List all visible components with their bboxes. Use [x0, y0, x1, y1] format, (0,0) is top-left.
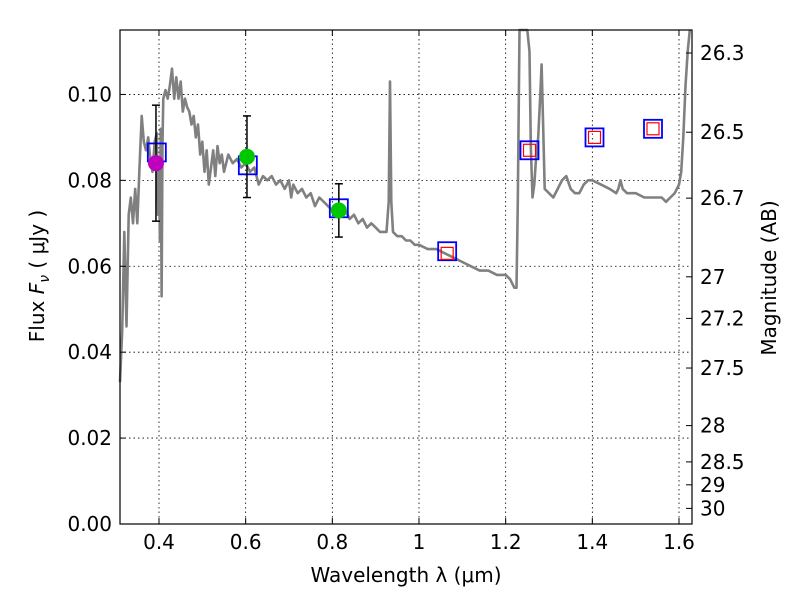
y-tick-label: 0.02: [67, 426, 112, 450]
y2-tick-label: 29: [700, 473, 725, 497]
y-axis-label-suffix: ( μJy ): [25, 210, 49, 275]
synthetic-photometry-box: [519, 140, 540, 161]
x-tick-label: 0.4: [143, 530, 175, 554]
synthetic-photometry-box: [643, 118, 663, 139]
spectrum-line: [118, 28, 692, 383]
y-tick-label: 0.06: [67, 254, 112, 278]
x-tick-label: 1.2: [490, 530, 522, 554]
y2-tick-label: 26.5: [700, 120, 745, 144]
x-tick-label: 0.8: [316, 530, 348, 554]
y2-tick-label: 28: [700, 414, 725, 438]
y2-tick-label: 28.5: [700, 450, 745, 474]
upper-limit-box: [440, 246, 454, 260]
y-tick-label: 0.08: [67, 168, 112, 192]
y2-tick-label: 26.3: [700, 41, 745, 65]
y2-tick-label: 27: [700, 265, 725, 289]
x-tick-label: 1: [413, 530, 426, 554]
y2-axis-label: Magnitude (AB): [757, 200, 781, 355]
spectrum-layer: [118, 28, 692, 383]
measured-point: [330, 202, 347, 219]
y-axis-label-prefix: Flux: [25, 294, 49, 342]
x-axis-label: Wavelength λ (μm): [310, 563, 501, 587]
y-axis-label: Flux Fν ( μJy ): [25, 210, 53, 342]
grid-layer: [120, 30, 692, 525]
y2-tick-label: 27.5: [700, 356, 745, 380]
x-tick-label: 1.4: [576, 530, 608, 554]
y-axis-label-subscript: ν: [37, 275, 53, 283]
synthetic-photometry-box: [437, 241, 458, 262]
measured-point: [147, 155, 164, 172]
measured-point: [238, 148, 255, 165]
synthetic-photometry-box: [584, 127, 605, 148]
plot-frame: [119, 29, 693, 525]
y2-tick-label: 30: [700, 496, 725, 520]
upper-limit-box: [522, 143, 537, 157]
x-tick-label: 0.6: [230, 530, 262, 554]
y-axis-label-symbol: F: [25, 282, 49, 294]
marker-layer: [146, 104, 663, 262]
y2-tick-label: 26.7: [700, 186, 745, 210]
tick-layer: 0.4 0.6 0.8 1 1.2 1.4 1.6 0.00 0.02 0.04 0.06 0.08 0…: [67, 30, 745, 554]
x-tick-label: 1.6: [663, 530, 695, 554]
y-tick-label: 0.04: [67, 340, 112, 364]
upper-limit-box: [587, 130, 602, 144]
y-tick-label: 0.00: [67, 512, 112, 536]
y2-tick-label: 27.2: [700, 306, 745, 330]
y-tick-label: 0.10: [67, 82, 112, 106]
upper-limit-box: [646, 122, 660, 136]
